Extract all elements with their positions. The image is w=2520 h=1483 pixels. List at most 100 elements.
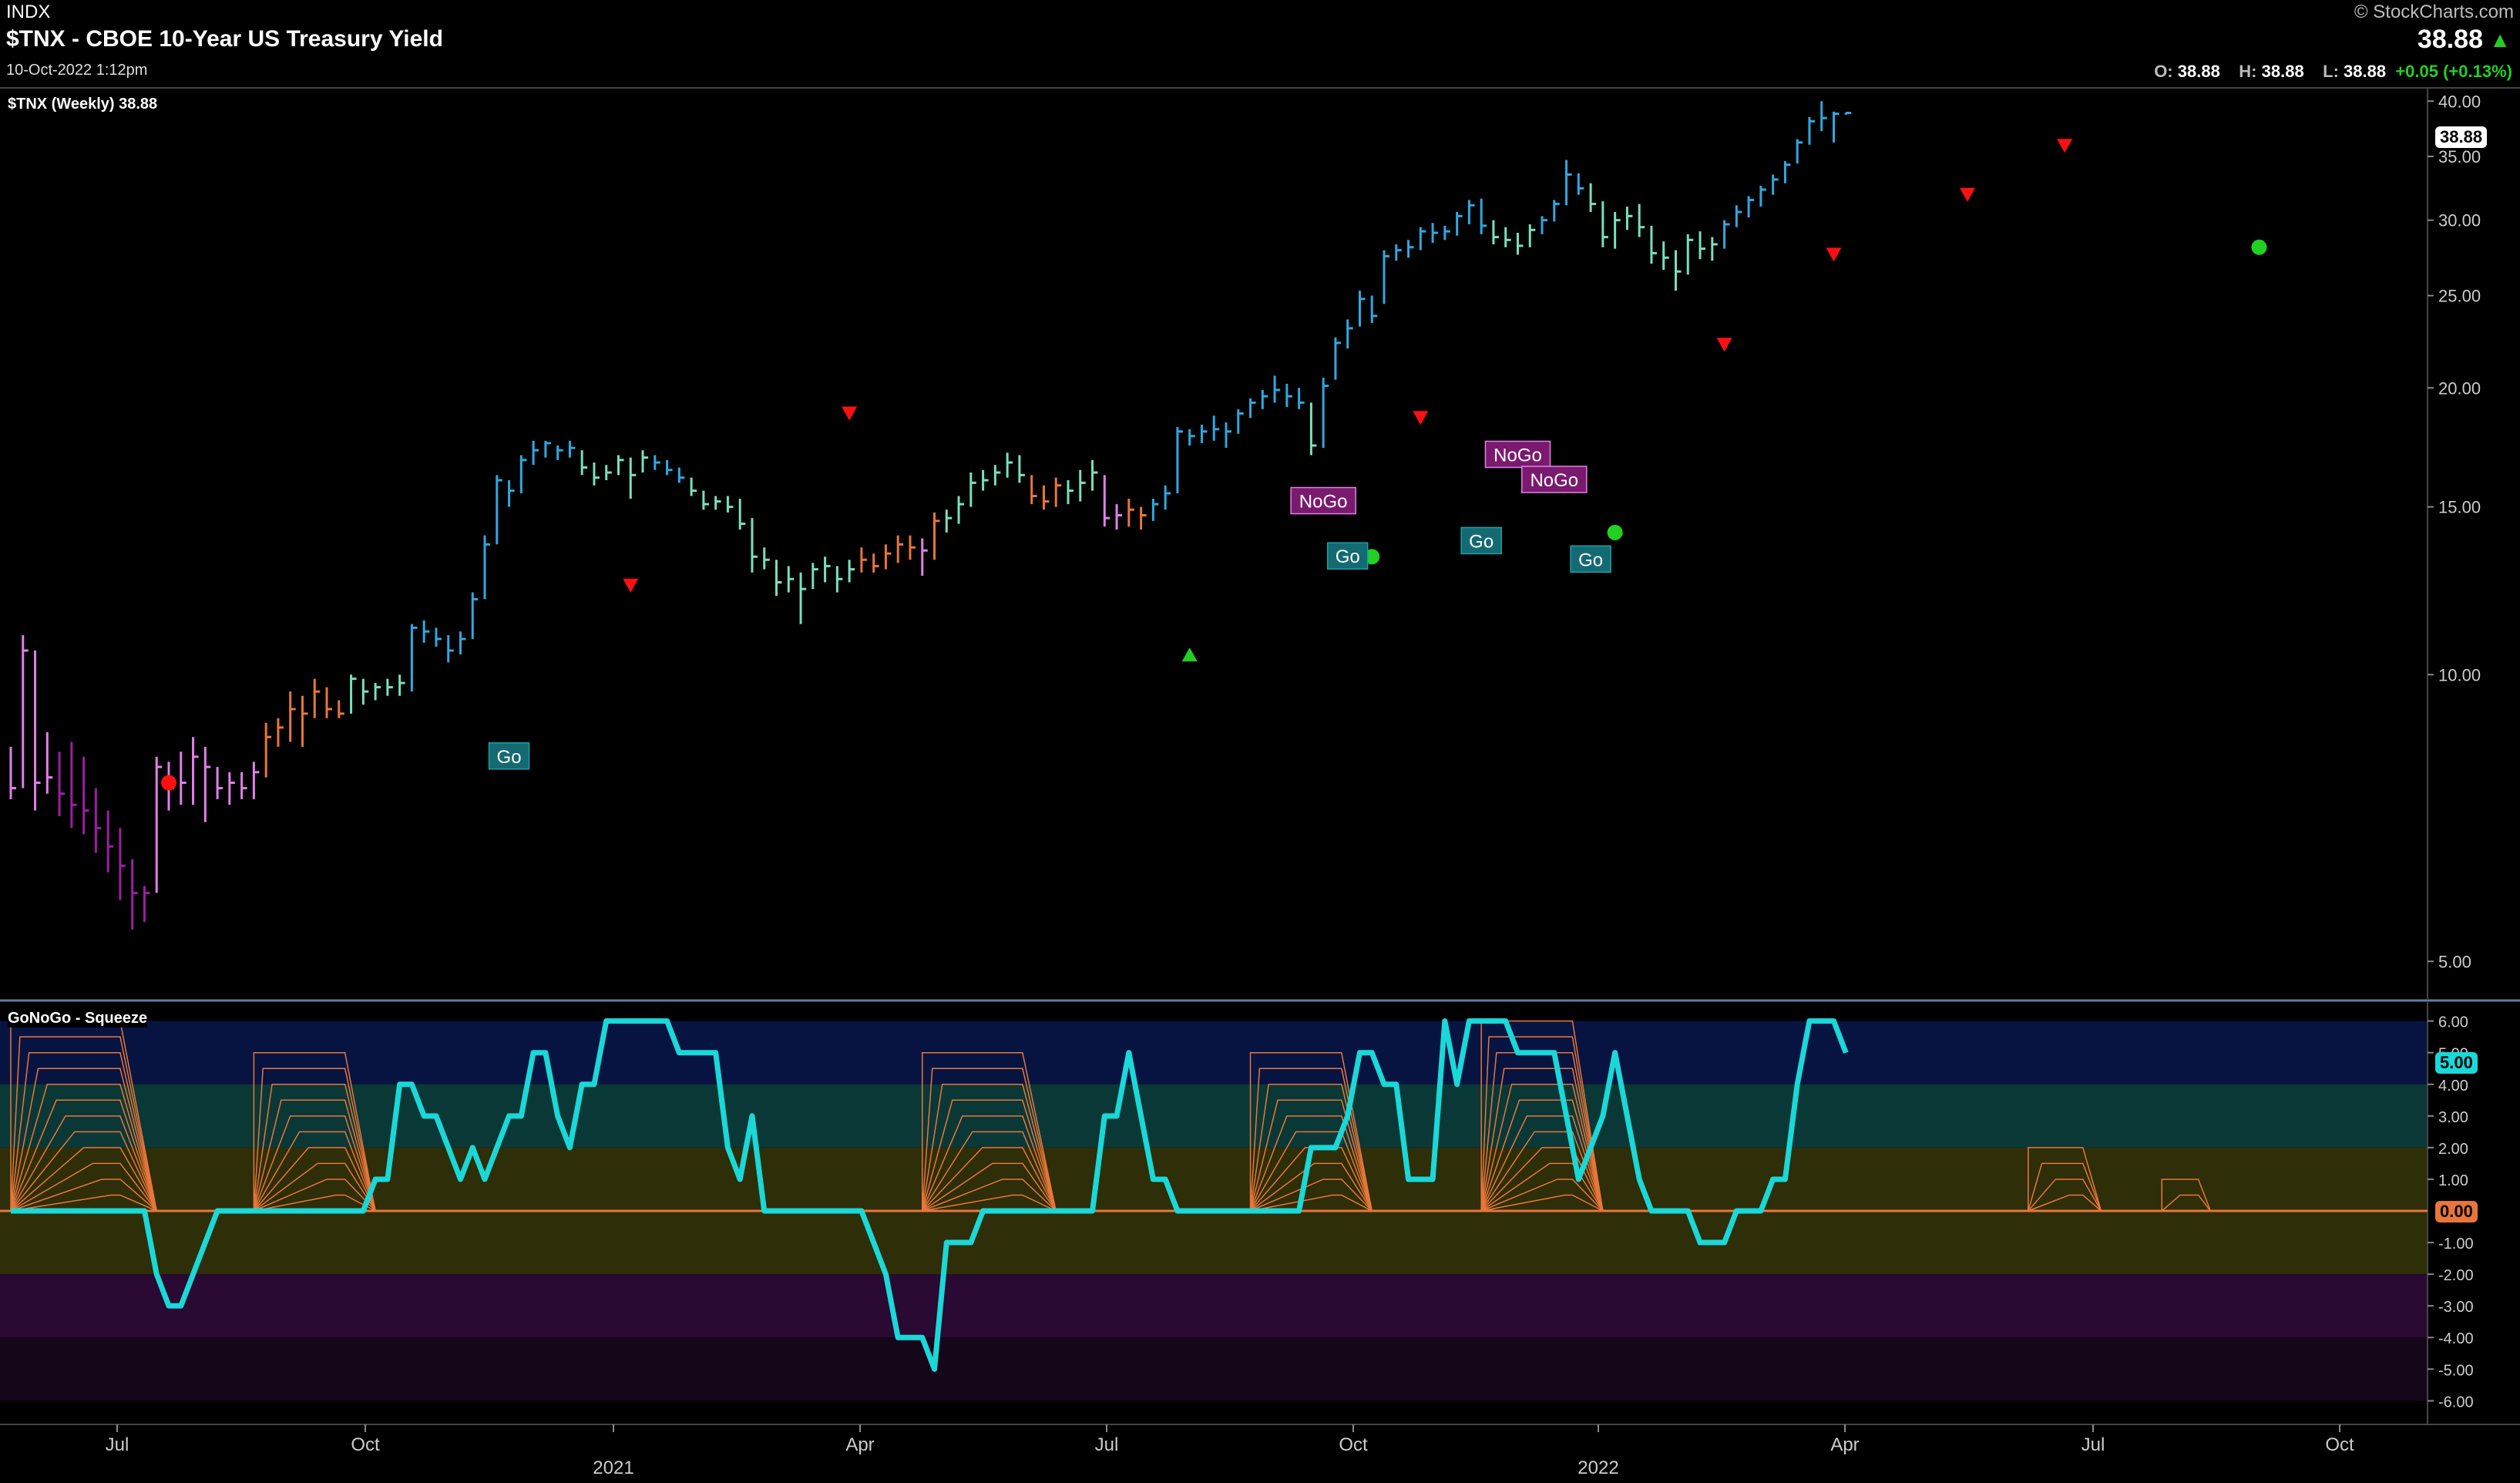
price-bar [131, 859, 138, 930]
squeeze-line [10, 1068, 157, 1212]
price-bar [1091, 459, 1098, 491]
nogo-label: NoGo [1290, 486, 1356, 515]
price-bar [1407, 240, 1414, 258]
price-bar [751, 518, 758, 573]
squeeze-line [1480, 1131, 1604, 1212]
signal-label-text: NoGo [1494, 445, 1542, 466]
y-tick-label: 20.00 [2438, 378, 2481, 398]
price-bar [1601, 201, 1608, 247]
price-bar [9, 746, 16, 799]
price-bar [775, 560, 782, 596]
squeeze-fan [10, 1020, 157, 1212]
squeeze-line [253, 1115, 376, 1212]
price-bar [325, 687, 333, 718]
price-bar [544, 440, 551, 458]
squeeze-line [1249, 1084, 1373, 1212]
price-bar [605, 465, 612, 481]
low-label: L: [2323, 62, 2339, 81]
price-bar [1273, 375, 1281, 403]
signal-label-box [1484, 440, 1551, 469]
squeeze-fan [2161, 1179, 2212, 1212]
price-bar [787, 566, 795, 593]
price-bar [1565, 160, 1572, 206]
squeeze-line [10, 1147, 157, 1212]
x-tick-label: Apr [1830, 1434, 1859, 1455]
x-tick-label: Oct [1339, 1434, 1368, 1455]
osc-tick-label: 1.00 [2438, 1172, 2468, 1189]
squeeze-line [1480, 1115, 1604, 1212]
price-bar [556, 445, 563, 460]
osc-tick-label: 4.00 [2438, 1078, 2468, 1095]
oscillator-panel: 6.005.004.003.002.001.00-1.00-2.00-3.00-… [0, 1002, 2474, 1424]
price-bar [896, 535, 904, 563]
price-bar [1054, 477, 1062, 507]
price-bar [1285, 383, 1292, 407]
low-value: 38.88 [2344, 62, 2387, 81]
price-bar [277, 718, 284, 747]
price-bar [1456, 212, 1463, 236]
last-price-value: 38.88 [2417, 25, 2483, 54]
nogo-countertrend-triangle [842, 406, 858, 421]
squeeze-line [2161, 1179, 2212, 1212]
squeeze-fan [1480, 1020, 1604, 1212]
price-bar [1188, 429, 1195, 446]
high-value: 38.88 [2261, 62, 2304, 81]
price-bar [508, 480, 515, 507]
exchange-label: INDX [6, 2, 51, 22]
oscillator-zone [0, 1021, 2428, 1085]
osc-tick-label: 3.00 [2438, 1109, 2468, 1126]
signal-label-box [1570, 545, 1611, 573]
price-bar [82, 756, 89, 835]
price-bar [909, 535, 916, 560]
oscillator-title: GoNoGo - Squeeze [8, 1010, 148, 1027]
nogo-label: NoGo [1484, 440, 1551, 469]
price-bar [1516, 232, 1524, 255]
squeeze-line [253, 1131, 376, 1212]
price-bar [1346, 319, 1353, 349]
osc-tick-label: -4.00 [2438, 1330, 2474, 1347]
squeeze-line [922, 1068, 1057, 1212]
price-bar [1431, 223, 1439, 244]
price-bar [1309, 402, 1317, 456]
price-bar [641, 450, 649, 473]
price-bar [1261, 389, 1268, 409]
price-bar [180, 752, 186, 805]
price-bar [1443, 225, 1450, 240]
price-bar [289, 691, 296, 742]
go-dot [2251, 239, 2267, 255]
signal-label-box [1460, 526, 1502, 555]
price-bar [1467, 200, 1475, 225]
squeeze-line [2028, 1147, 2102, 1212]
osc-tick-label: -2.00 [2438, 1267, 2474, 1284]
price-bar [580, 450, 588, 476]
price-bar [1589, 183, 1597, 213]
price-bar [860, 547, 867, 573]
up-arrow-icon: ▲ [2489, 28, 2511, 52]
nogo-countertrend-triangle [1826, 247, 1842, 262]
price-bar [1504, 227, 1511, 247]
y-tick-label: 25.00 [2438, 286, 2481, 305]
price-bar [58, 752, 66, 817]
nogo-dot [161, 775, 177, 791]
squeeze-line [922, 1099, 1057, 1212]
squeeze-line [10, 1115, 157, 1212]
squeeze-line [1250, 1194, 1373, 1212]
price-bar [1686, 234, 1694, 275]
price-bar [203, 746, 211, 822]
go-label: Go [1570, 545, 1611, 573]
price-bar [1772, 174, 1779, 195]
timestamp: 10-Oct-2022 1:12pm [6, 62, 148, 79]
price-panel-title: $TNX (Weekly) 38.88 [8, 96, 158, 113]
price-bar [933, 512, 940, 560]
price-bar [301, 695, 308, 747]
price-bar [519, 455, 527, 494]
price-bar [1808, 116, 1815, 145]
price-bar [435, 627, 442, 647]
squeeze-line [2028, 1194, 2102, 1212]
price-bar [763, 547, 770, 570]
squeeze-line [10, 1179, 157, 1212]
squeeze-line [922, 1162, 1057, 1212]
squeeze-line [1249, 1131, 1373, 1212]
price-bar [1383, 250, 1390, 304]
